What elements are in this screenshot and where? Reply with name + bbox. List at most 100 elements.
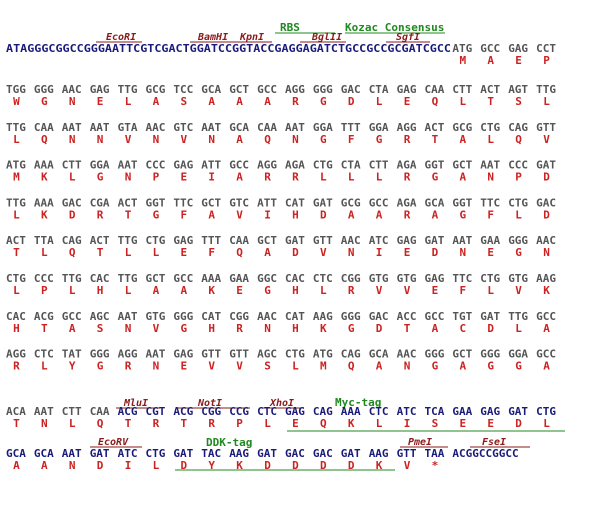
codon: AAT	[34, 405, 54, 418]
amino-acid: A	[376, 360, 383, 373]
amino-acid: C	[459, 322, 466, 335]
amino-acid: H	[13, 322, 20, 335]
codon: CTG	[508, 196, 528, 209]
amino-acid: D	[348, 459, 355, 472]
amino-acid: L	[376, 417, 383, 430]
amino-acid: T	[180, 417, 187, 430]
amino-acid: G	[432, 171, 439, 184]
amino-acid: G	[487, 360, 494, 373]
codon: GCA	[229, 121, 249, 134]
codon: GCC	[229, 159, 249, 172]
codon: CGG	[229, 310, 249, 323]
codon: CAG	[508, 121, 528, 134]
site-xhoi: XhoI	[269, 398, 294, 409]
amino-acid: P	[515, 171, 522, 184]
amino-acid: D	[264, 459, 271, 472]
codon: GTC	[173, 121, 193, 134]
amino-acid: L	[487, 284, 494, 297]
codon: GGG	[90, 348, 110, 361]
amino-acid: V	[515, 284, 522, 297]
codon: GCC	[425, 310, 445, 323]
amino-acid: E	[180, 171, 187, 184]
codon: GGT	[425, 159, 445, 172]
codon: GAT	[313, 196, 333, 209]
codon: GCT	[201, 196, 221, 209]
codon: GGT	[452, 196, 472, 209]
codon: TTC	[452, 272, 472, 285]
site-fsei: FseI	[482, 437, 506, 448]
amino-acid: A	[208, 208, 215, 221]
codon: AGG	[257, 159, 277, 172]
codon: AAT	[62, 447, 82, 460]
rbs-label: RBS	[280, 21, 300, 34]
amino-acid: G	[515, 360, 522, 373]
amino-acid: R	[292, 171, 299, 184]
codon: CGG	[341, 272, 361, 285]
codon: CTC	[34, 348, 54, 361]
amino-acid: F	[208, 246, 215, 259]
codon: GTG	[508, 272, 528, 285]
amino-acid: Q	[41, 133, 48, 146]
amino-acid: K	[41, 171, 48, 184]
codon: GTG	[397, 272, 417, 285]
amino-acid: L	[69, 284, 76, 297]
codon: CTG	[146, 234, 166, 247]
amino-acid: Y	[69, 360, 76, 373]
amino-acid: L	[125, 246, 132, 259]
codon: GAT	[480, 310, 500, 323]
codon: GCC	[257, 83, 277, 96]
amino-acid: F	[459, 284, 466, 297]
codon: GAA	[452, 405, 472, 418]
codon: CTG	[536, 405, 556, 418]
codon: GAT	[257, 447, 277, 460]
vector-sequence: ATAGGGCGGCCGGGAATTCGTCGACTGGATCCGGTACCGA…	[6, 42, 451, 55]
codon: GGA	[508, 348, 528, 361]
amino-acid: F	[348, 133, 355, 146]
codon: ATG	[452, 42, 472, 55]
amino-acid: A	[432, 322, 439, 335]
site-pmei: PmeI	[408, 437, 432, 448]
amino-acid: R	[264, 171, 271, 184]
amino-acid: A	[376, 208, 383, 221]
codon: CAC	[6, 310, 26, 323]
amino-acid: D	[320, 208, 327, 221]
codon: TTG	[118, 272, 138, 285]
codon: AAT	[146, 348, 166, 361]
amino-acid: T	[41, 322, 48, 335]
amino-acid: L	[543, 417, 550, 430]
amino-acid: V	[208, 360, 215, 373]
codon: ACG	[173, 405, 193, 418]
site-kpni: KpnI	[239, 32, 264, 43]
codon: GCG	[341, 196, 361, 209]
codon: GCT	[452, 348, 472, 361]
codon: CTG	[285, 348, 305, 361]
amino-acid: Q	[320, 417, 327, 430]
amino-acid: L	[41, 360, 48, 373]
codon: TTG	[6, 121, 26, 134]
codon: CAG	[313, 405, 333, 418]
amino-acid: N	[459, 246, 466, 259]
amino-acid: P	[236, 417, 243, 430]
amino-acid: E	[180, 246, 187, 259]
kozac-label: Kozac Consensus	[345, 21, 444, 34]
codon: GCC	[536, 310, 556, 323]
amino-acid: N	[208, 133, 215, 146]
amino-acid: A	[153, 284, 160, 297]
amino-acid: T	[125, 208, 132, 221]
codon: GAT	[173, 447, 193, 460]
amino-acid: N	[125, 322, 132, 335]
codon: GAT	[90, 447, 110, 460]
codon: GAT	[508, 405, 528, 418]
amino-acid: V	[180, 133, 187, 146]
codon: TTC	[480, 196, 500, 209]
amino-acid: D	[515, 417, 522, 430]
codon: AAT	[285, 121, 305, 134]
amino-acid: L	[264, 417, 271, 430]
codon: CAC	[285, 272, 305, 285]
codon: GTC	[229, 196, 249, 209]
codon: GTA	[118, 121, 138, 134]
amino-acid: A	[180, 284, 187, 297]
amino-acid: R	[153, 417, 160, 430]
codon: AAG	[313, 310, 333, 323]
codon: CTG	[480, 121, 500, 134]
